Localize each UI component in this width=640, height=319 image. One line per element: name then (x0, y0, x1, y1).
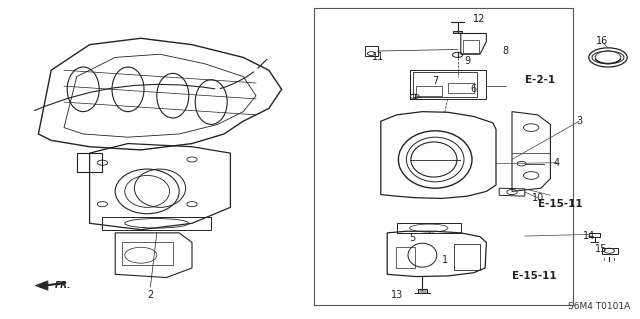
Text: 7: 7 (432, 76, 438, 86)
Text: 10: 10 (531, 193, 544, 203)
Text: 3: 3 (576, 116, 582, 126)
Bar (365, 46, 378, 56)
Bar (418, 289, 427, 293)
Bar (416, 86, 442, 96)
Text: 15: 15 (595, 244, 608, 254)
Text: FR.: FR. (54, 281, 71, 290)
Bar (122, 242, 173, 265)
Text: 1: 1 (442, 255, 448, 265)
Polygon shape (35, 281, 48, 290)
Text: 12: 12 (472, 14, 485, 24)
Text: 13: 13 (390, 290, 403, 300)
Text: E-15-11: E-15-11 (512, 271, 557, 281)
Text: E-15-11: E-15-11 (538, 199, 582, 209)
Text: 2: 2 (147, 290, 154, 300)
Bar (454, 244, 480, 270)
Text: 11: 11 (371, 52, 384, 63)
Text: S6M4 T0101A: S6M4 T0101A (568, 302, 630, 311)
Text: 14: 14 (582, 231, 595, 241)
Bar (453, 31, 462, 33)
Text: 16: 16 (595, 36, 608, 47)
Text: 8: 8 (502, 46, 509, 56)
Text: 4: 4 (554, 158, 560, 168)
Text: 9: 9 (464, 56, 470, 66)
Text: 5: 5 (410, 233, 416, 243)
Bar (396, 247, 415, 268)
Text: 6: 6 (470, 84, 477, 94)
Bar (413, 72, 477, 97)
Bar (463, 40, 479, 53)
Bar (314, 8, 573, 305)
Bar (448, 83, 474, 93)
Text: E-2-1: E-2-1 (525, 75, 555, 85)
Bar (602, 248, 618, 254)
Bar (589, 233, 600, 237)
